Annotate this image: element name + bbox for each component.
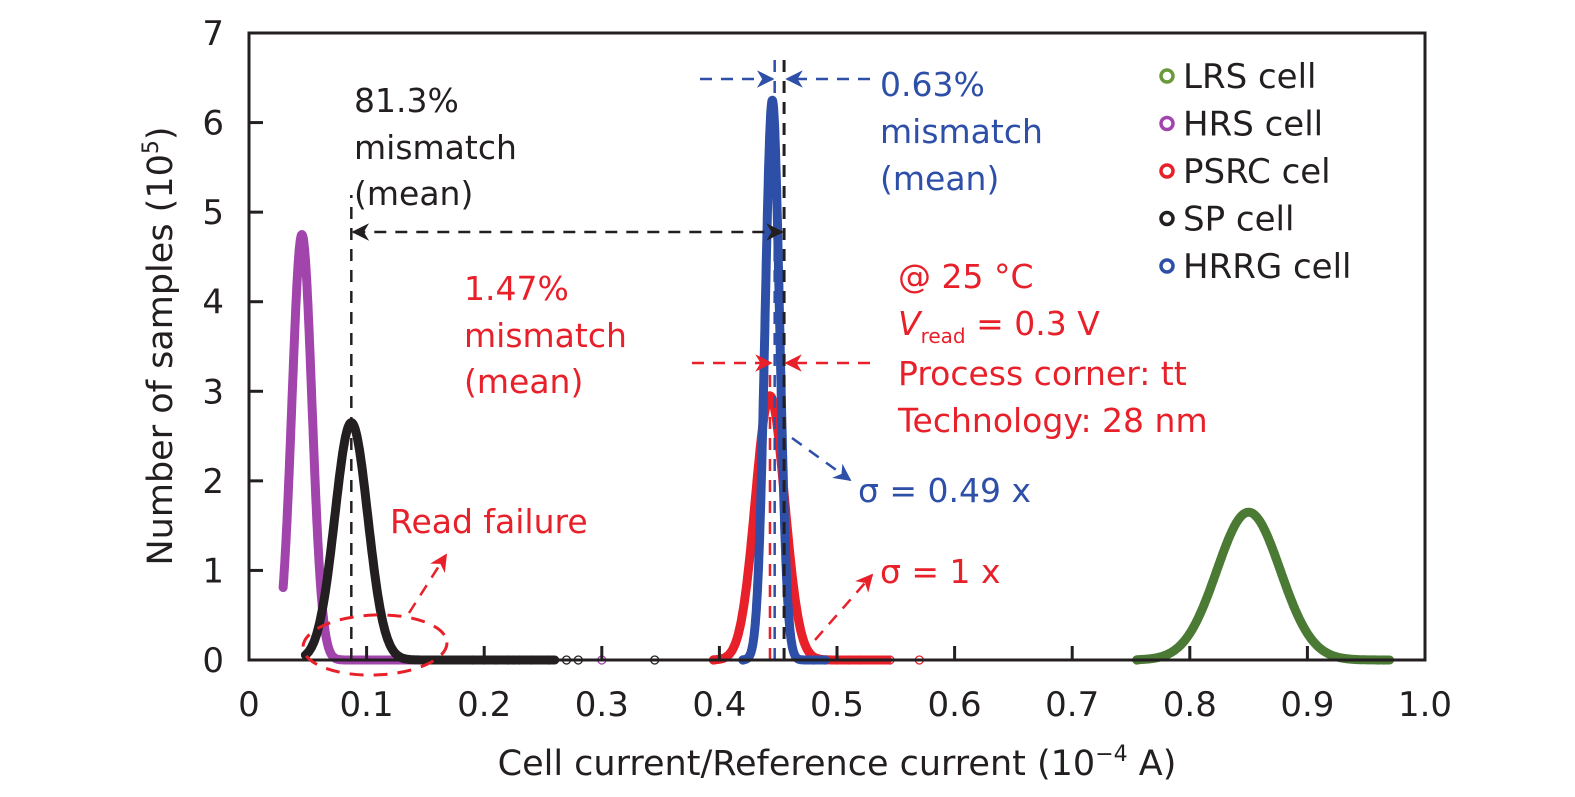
psrc-sigma-arrow <box>814 573 874 641</box>
mean-guide-lines <box>350 60 786 660</box>
curve-lrs-cell <box>1132 507 1395 665</box>
annotation-line: 81.3% <box>354 81 459 120</box>
process-corner-label: Process corner: tt <box>898 354 1187 393</box>
curve-psrc-cel <box>709 391 893 665</box>
annotation-line: mismatch <box>464 316 627 355</box>
legend-marker-icon <box>1159 210 1175 227</box>
annotation-sp-mismatch: 81.3% mismatch (mean) <box>354 81 517 213</box>
x-axis-title: Cell current/Reference current (10−4 A) <box>498 742 1177 784</box>
x-tick-label: 0.7 <box>1045 685 1099 725</box>
y-tick-label: 0 <box>202 641 224 681</box>
x-tick-label: 0.6 <box>928 685 982 725</box>
annotation-line: mismatch <box>354 128 517 167</box>
annotation-line: 1.47% <box>464 269 569 308</box>
y-tick-label: 4 <box>202 283 224 323</box>
y-tick-label: 3 <box>202 372 224 412</box>
x-tick-label: 0.1 <box>340 685 394 725</box>
y-axis-title: Number of samples (105) <box>139 126 181 565</box>
x-tick-label: 0.5 <box>810 685 864 725</box>
legend-label: HRRG cell <box>1183 247 1351 287</box>
x-tick-label: 0.4 <box>692 685 746 725</box>
y-axis-ticks: 0 1 2 3 4 5 6 7 <box>202 14 263 681</box>
annotation-line: (mean) <box>464 362 583 401</box>
vread-label: Vread = 0.3 V <box>898 304 1100 348</box>
hrrg-sigma-arrow <box>791 436 852 482</box>
annotation-hrrg-mismatch: 0.63% mismatch (mean) <box>880 65 1043 198</box>
legend: LRS cell HRS cell PSRC cel SP cell HRRG cell <box>1159 57 1351 287</box>
legend-label: SP cell <box>1183 200 1294 240</box>
technology-label: Technology: 28 nm <box>897 401 1208 440</box>
legend-label: HRS cell <box>1183 105 1323 145</box>
y-tick-label: 7 <box>202 14 224 54</box>
x-tick-label: 1.0 <box>1398 685 1452 725</box>
read-failure-arrow <box>407 553 448 614</box>
x-tick-label: 0.2 <box>457 685 511 725</box>
y-tick-label: 5 <box>202 193 224 233</box>
x-axis-ticks: 0 0.1 0.2 0.3 0.4 0.5 0.6 0.7 0.8 0.9 1.0 <box>238 646 1452 725</box>
legend-marker-icon <box>1159 115 1175 132</box>
x-tick-label: 0.9 <box>1280 685 1334 725</box>
y-tick-label: 2 <box>202 462 224 502</box>
legend-label: PSRC cel <box>1183 152 1331 192</box>
annotation-line: (mean) <box>354 174 473 213</box>
x-tick-label: 0.3 <box>575 685 629 725</box>
annotation-psrc-mismatch: 1.47% mismatch (mean) <box>464 269 627 401</box>
y-tick-label: 6 <box>202 104 224 144</box>
annotation-line: (mean) <box>880 159 999 198</box>
temperature-label: @ 25 °C <box>898 257 1034 296</box>
curve-sp-cell <box>300 418 560 665</box>
annotation-line: 0.63% <box>880 65 985 104</box>
legend-marker-icon <box>1159 258 1175 274</box>
x-tick-label: 0 <box>238 685 260 725</box>
legend-marker-icon <box>1159 68 1175 84</box>
legend-label: LRS cell <box>1183 57 1316 97</box>
annotation-line: mismatch <box>880 112 1043 151</box>
annotation-psrc-sigma: σ = 1 x <box>880 552 1001 591</box>
annotation-arrows <box>301 70 874 677</box>
legend-marker-icon <box>1159 163 1175 179</box>
read-failure-region <box>301 613 449 677</box>
x-tick-label: 0.8 <box>1163 685 1217 725</box>
annotation-hrrg-sigma: σ = 0.49 x <box>858 471 1031 510</box>
annotation-read-failure: Read failure <box>390 502 588 541</box>
curve-hrs-cell <box>278 230 454 665</box>
y-tick-label: 1 <box>202 551 224 591</box>
annotation-conditions: @ 25 °C Vread = 0.3 V Process corner: tt… <box>897 257 1208 440</box>
